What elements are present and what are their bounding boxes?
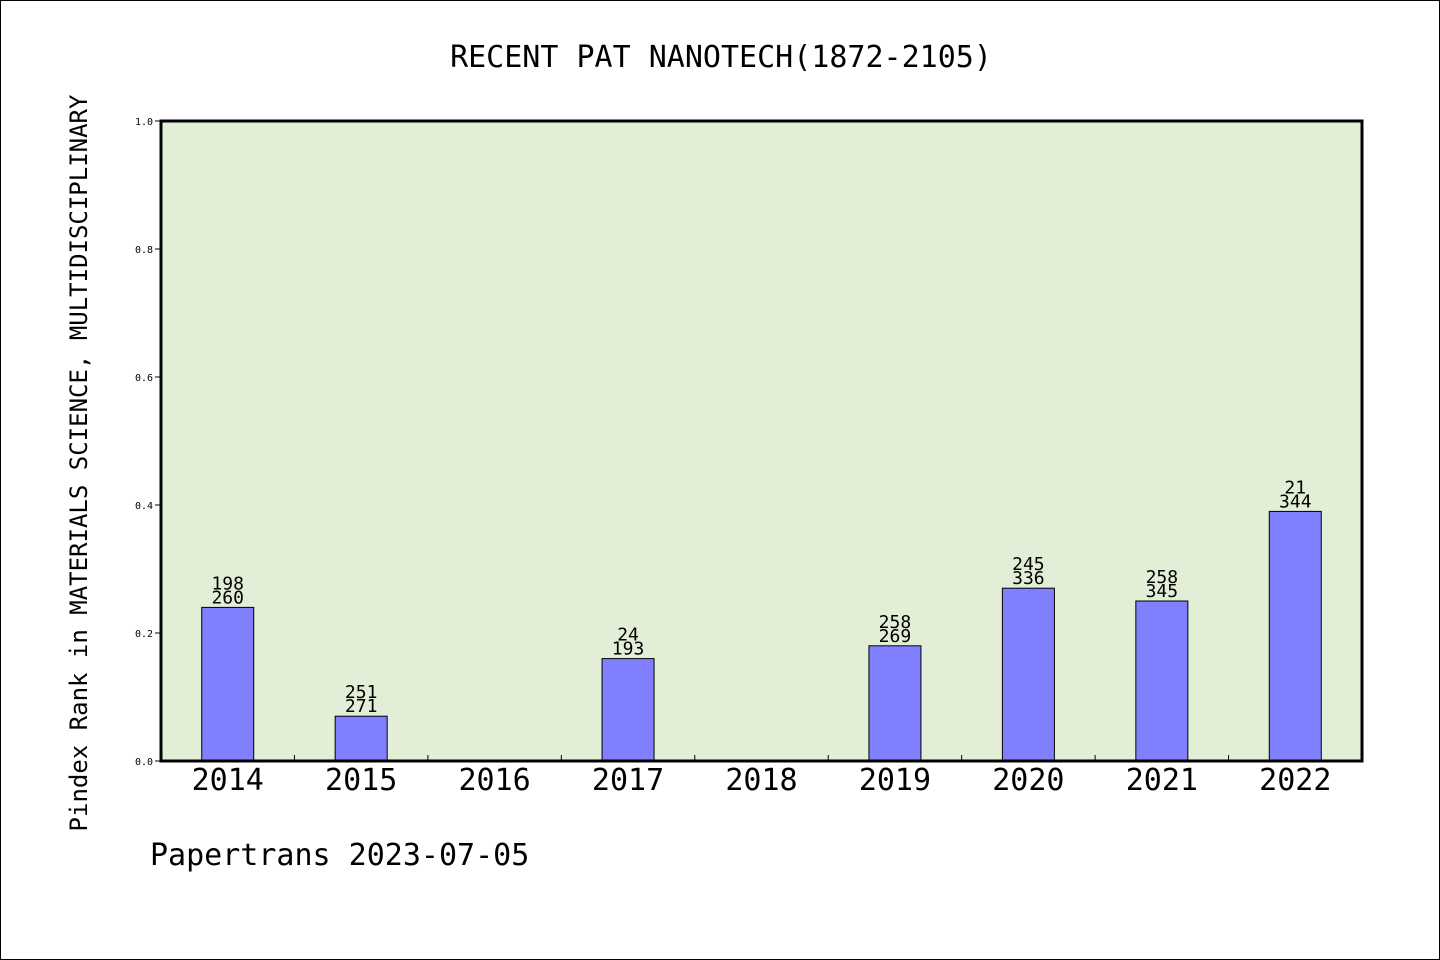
- bar-total-label: 193: [612, 639, 645, 660]
- bar: [1001, 587, 1055, 762]
- bar-rank-label: 198: [211, 573, 244, 594]
- bar: [868, 645, 922, 762]
- bar-rank-label: 258: [1146, 567, 1179, 588]
- x-tick-label: 2014: [192, 763, 264, 798]
- y-tick-label: 0.6: [135, 373, 153, 384]
- bar-rank-label: 258: [879, 612, 912, 633]
- bar-total-label: 271: [345, 696, 378, 717]
- x-tick-label: 2020: [992, 763, 1064, 798]
- bar: [1135, 600, 1189, 762]
- bar-rank-label: 251: [345, 682, 378, 703]
- x-tick-label: 2019: [859, 763, 931, 798]
- x-tick-label: 2022: [1259, 763, 1331, 798]
- bar-total-label: 269: [879, 626, 912, 647]
- y-tick-label: 0.2: [135, 629, 153, 640]
- bar-rank-label: 245: [1012, 554, 1045, 575]
- plot-border: [159, 119, 1364, 763]
- bars: [201, 510, 1322, 762]
- y-tick-label: 0.8: [135, 245, 153, 256]
- footer-credit: Papertrans 2023-07-05: [150, 838, 529, 873]
- bar-total-label: 260: [211, 587, 244, 608]
- chart-title: RECENT PAT NANOTECH(1872-2105): [450, 40, 992, 75]
- y-tick-label: 0.0: [135, 757, 153, 768]
- bar: [334, 715, 388, 762]
- x-tick-label: 2016: [458, 763, 530, 798]
- bar-total-label: 344: [1279, 491, 1312, 512]
- x-axis-ticks: 2014 2015 2016 2017 2018 2019 2020 2021 2022: [192, 755, 1331, 798]
- bar-rank-label: 21: [1284, 477, 1306, 498]
- y-tick-label: 1.0: [135, 117, 153, 128]
- x-tick-label: 2015: [325, 763, 397, 798]
- bar: [201, 606, 255, 762]
- y-axis-label: Pindex Rank in MATERIALS SCIENCE, MULTID…: [65, 94, 93, 831]
- y-tick-label: 0.4: [135, 501, 153, 512]
- bar-total-label: 336: [1012, 568, 1045, 589]
- x-tick-label: 2021: [1126, 763, 1198, 798]
- x-tick-label: 2018: [725, 763, 797, 798]
- bar-rank-label: 24: [617, 625, 639, 646]
- bar-total-label: 345: [1146, 581, 1179, 602]
- bar: [601, 658, 655, 762]
- y-axis-ticks: 0.0 0.2 0.4 0.6 0.8 1.0: [135, 117, 161, 768]
- x-tick-label: 2017: [592, 763, 664, 798]
- bar: [1268, 510, 1322, 762]
